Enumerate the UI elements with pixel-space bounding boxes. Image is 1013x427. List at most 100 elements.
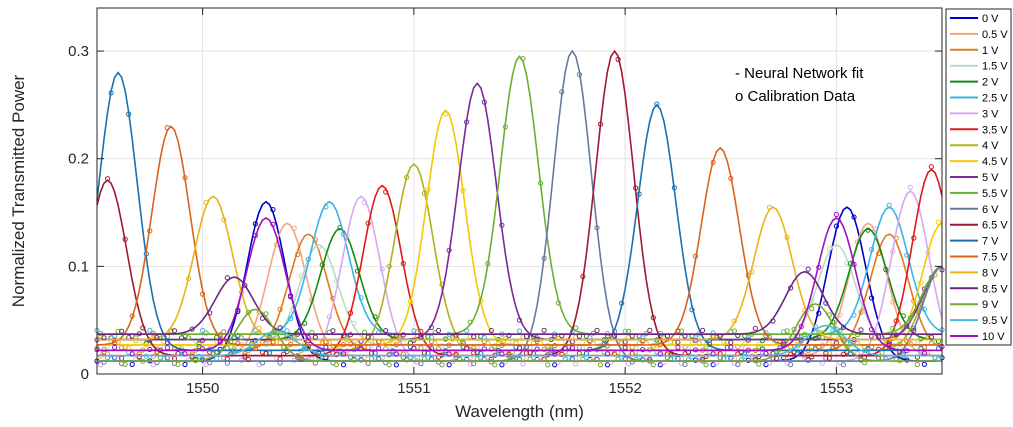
calibration-point [446, 247, 452, 253]
calibration-point [756, 353, 762, 360]
series-line [97, 324, 942, 357]
calibration-point [897, 358, 903, 364]
calibration-point [400, 332, 406, 338]
legend-label: 6.5 V [982, 220, 1008, 232]
calibration-point [763, 350, 769, 357]
calibration-point [316, 244, 322, 250]
calibration-point [119, 328, 125, 334]
calibration-point [576, 333, 583, 339]
calibration-point [904, 348, 910, 354]
calibration-point [270, 339, 276, 345]
calibration-point [506, 352, 512, 358]
calibration-point [340, 342, 347, 348]
calibration-point [928, 274, 935, 280]
calibration-point [200, 337, 206, 343]
calibration-point [657, 362, 663, 368]
calibration-point [622, 344, 628, 351]
calibration-point [914, 341, 921, 347]
calibration-point [224, 275, 230, 281]
calibration-point [590, 330, 597, 336]
calibration-point [742, 341, 748, 347]
calibration-point [439, 343, 445, 349]
calibration-point [481, 346, 487, 352]
calibration-point [788, 285, 794, 291]
calibration-point [826, 355, 832, 361]
calibration-point [728, 339, 734, 346]
calibration-point [707, 341, 713, 347]
calibration-point [200, 346, 206, 352]
calibration-point [407, 354, 413, 360]
calibration-point [837, 312, 843, 318]
calibration-point [295, 331, 301, 337]
calibration-point [471, 334, 477, 340]
calibration-point [221, 329, 227, 335]
calibration-point [101, 335, 107, 341]
calibration-point [516, 345, 523, 351]
calibration-point [122, 361, 128, 367]
calibration-point [196, 343, 202, 350]
calibration-point [164, 125, 170, 131]
calibration-point [911, 328, 917, 334]
calibration-point [851, 261, 857, 267]
calibration-point [921, 350, 928, 356]
calibration-point [904, 252, 910, 258]
calibration-point [235, 341, 241, 347]
calibration-point [914, 361, 921, 368]
calibration-point [700, 327, 706, 333]
calibration-point [126, 111, 132, 117]
y-tick-label: 0.2 [68, 151, 89, 168]
calibration-point [826, 312, 832, 318]
calibration-point [506, 332, 512, 338]
calibration-point [928, 334, 935, 340]
calibration-point [710, 159, 716, 165]
calibration-point [203, 330, 209, 336]
calibration-point [185, 357, 192, 363]
calibration-point [182, 361, 188, 368]
calibration-point [869, 326, 875, 333]
legend-label: 3.5 V [982, 124, 1008, 136]
calibration-point [411, 345, 417, 351]
calibration-point [133, 337, 139, 344]
calibration-point [689, 341, 695, 347]
calibration-point [326, 340, 332, 346]
calibration-point [692, 253, 699, 259]
calibration-point [858, 327, 864, 333]
calibration-point [362, 199, 368, 206]
calibration-point [918, 280, 924, 286]
calibration-point [238, 335, 244, 341]
x-tick-label: 1551 [397, 380, 430, 397]
calibration-point [175, 361, 181, 367]
calibration-point [759, 346, 766, 352]
calibration-point [446, 351, 452, 357]
calibration-point [545, 362, 551, 368]
calibration-point [428, 346, 435, 352]
calibration-point [344, 233, 350, 239]
calibration-point [129, 351, 135, 357]
calibration-point [147, 228, 153, 234]
x-tick-label: 1550 [186, 380, 219, 397]
calibration-point [689, 354, 695, 360]
series-line [96, 125, 942, 346]
calibration-point [552, 362, 558, 368]
calibration-point [133, 357, 139, 363]
calibration-point [791, 326, 797, 333]
calibration-point [657, 351, 663, 357]
calibration-point [196, 353, 202, 359]
calibration-point [731, 318, 737, 324]
calibration-point [224, 360, 230, 366]
series-line [97, 55, 943, 335]
calibration-point [781, 341, 787, 347]
calibration-point [266, 332, 273, 338]
calibration-point [678, 328, 685, 334]
calibration-point [816, 344, 822, 350]
calibration-point [108, 356, 114, 362]
calibration-point [911, 325, 917, 331]
calibration-point [629, 333, 635, 339]
calibration-point [893, 332, 899, 338]
calibration-point [682, 333, 688, 339]
legend: 0 V 0.5 V 1 V 1.5 V 2 V 2.5 V 3 V 3.5 V 4 V 4.5 V… [945, 8, 1012, 346]
calibration-point [464, 119, 470, 125]
calibration-point [147, 346, 153, 353]
calibration-point [284, 328, 290, 334]
calibration-point [319, 262, 325, 268]
